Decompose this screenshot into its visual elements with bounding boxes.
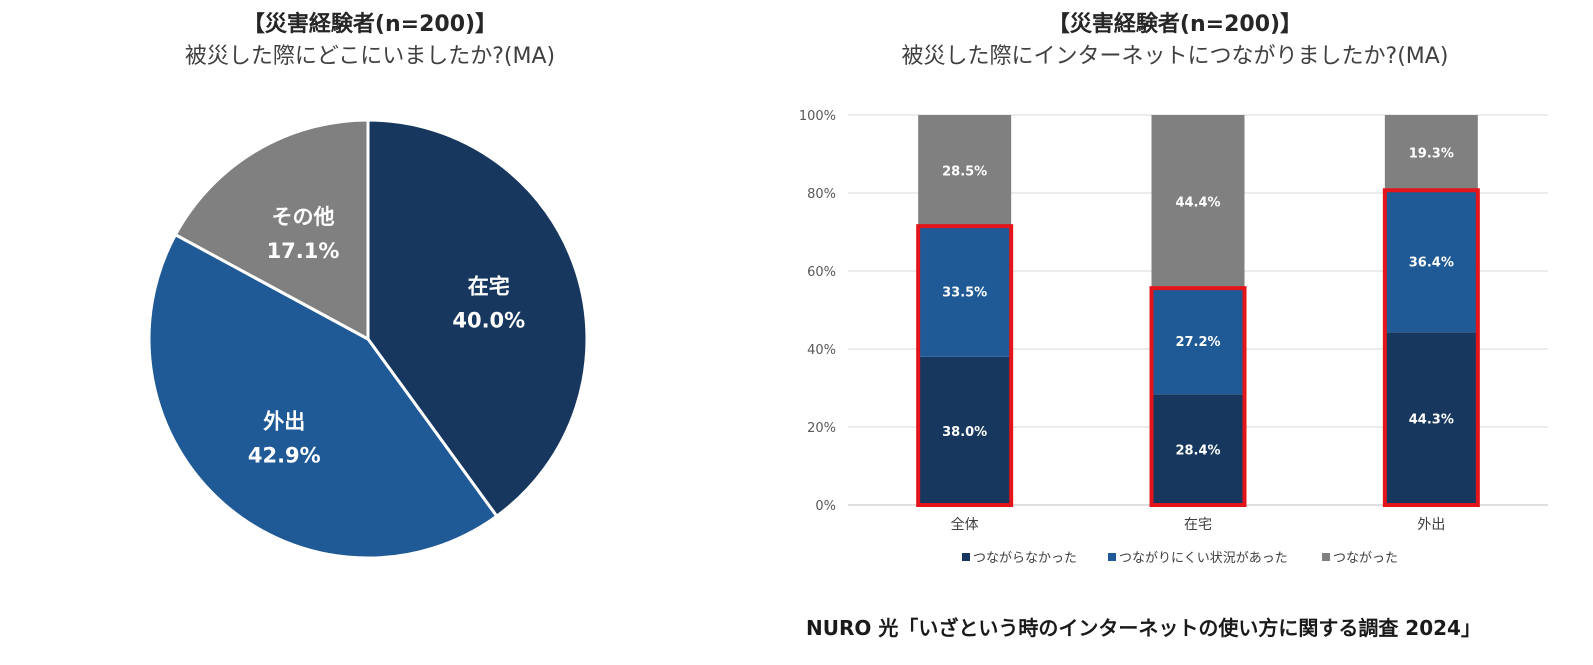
legend-label: つながった [1333,551,1398,566]
bar-data-label: 28.4% [1175,444,1220,459]
y-tick-label: 100% [799,109,836,124]
pie-slice-label: 外出 [263,410,305,434]
bar-data-label: 44.4% [1175,196,1220,211]
source-caption: NURO 光「いざという時のインターネットの使い方に関する調査 2024」 [806,616,1481,640]
x-category-label: 在宅 [1184,517,1212,533]
legend-swatch [962,553,970,561]
pie-subtitle: 被災した際にどこにいましたか?(MA) [184,44,556,69]
y-tick-label: 60% [807,265,836,280]
bar-subtitle: 被災した際にインターネットにつながりましたか?(MA) [901,44,1449,69]
highlight-outline [1382,188,1480,508]
x-category-label: 外出 [1417,517,1445,533]
y-tick-label: 40% [807,343,836,358]
bar-data-label: 27.2% [1175,335,1220,350]
bar-data-label: 38.0% [942,425,987,440]
highlight-outline [1149,286,1247,507]
bar-segment [918,356,1012,505]
pie-slice-label: 在宅 [468,275,510,299]
pie-slice-value: 42.9% [248,444,321,468]
bar-segment [1384,115,1478,191]
pie-slice-value: 40.0% [452,309,525,333]
bar-segment [1384,190,1478,333]
y-tick-label: 80% [807,187,836,202]
legend-label: つながりにくい状況があった [1119,551,1288,566]
legend-swatch [1108,553,1116,561]
pie-slice-value: 17.1% [267,239,340,263]
stacked-bar-chart: 0% 20% 40% 60% 80% 100% 38.0% 33.5% 28.5% 全体 28.4%… [799,109,1548,566]
pie-slice [147,232,499,560]
bar-data-label: 44.3% [1409,413,1454,428]
y-tick-label: 0% [815,499,836,514]
bar-segment [918,226,1012,357]
x-category-label: 全体 [951,516,979,533]
bar-segment [1384,332,1478,505]
legend-swatch [1322,553,1330,561]
bar-data-label: 36.4% [1409,255,1454,270]
highlight-outline [916,224,1014,507]
pie-title: 【災害経験者(n=200)】 [242,12,498,37]
legend-label: つながらなかった [973,551,1077,566]
pie-slice-label: その他 [271,205,334,229]
pie-chart: 在宅 40.0% 外出 42.9% その他 17.1% [147,118,589,560]
bar-data-label: 28.5% [942,165,987,180]
bar-segment [1151,394,1245,505]
pie-slice [173,118,370,342]
bar-segment [1151,115,1245,289]
bar-segment [918,115,1012,227]
bar-title: 【災害経験者(n=200)】 [1047,12,1303,37]
pie-slice [366,118,589,519]
bar-data-label: 19.3% [1409,147,1454,162]
y-tick-label: 20% [807,421,836,436]
bar-data-label: 33.5% [942,285,987,300]
bar-segment [1151,288,1245,395]
